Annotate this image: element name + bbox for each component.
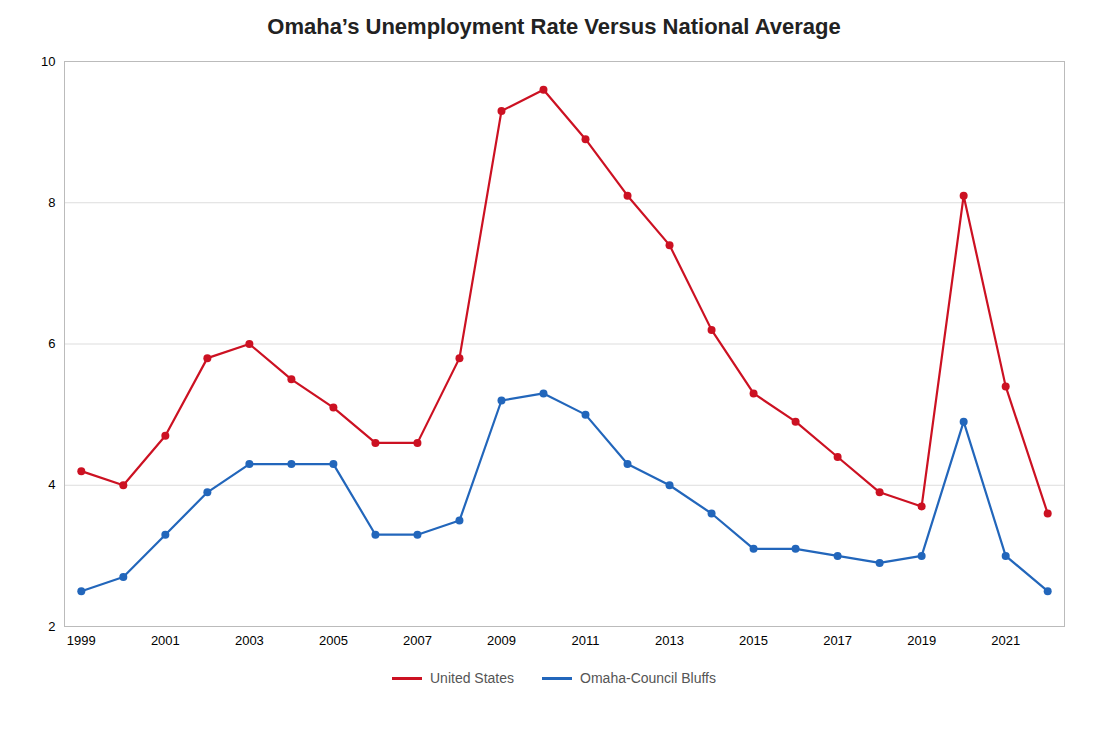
svg-text:2017: 2017 (823, 633, 852, 648)
svg-text:2003: 2003 (235, 633, 264, 648)
svg-text:4: 4 (48, 477, 55, 492)
html-text:United States: United States (430, 670, 515, 686)
svg-text:2007: 2007 (403, 633, 432, 648)
svg-text:2021: 2021 (991, 633, 1020, 648)
svg-text:2013: 2013 (655, 633, 684, 648)
svg-text:1999: 1999 (67, 633, 96, 648)
svg-text:2011: 2011 (572, 633, 600, 648)
html-text:Omaha’s Unemployment Rate Vers: Omaha’s Unemployment Rate Versus Nationa… (267, 14, 841, 39)
svg-text:2009: 2009 (487, 633, 516, 648)
svg-text:10: 10 (41, 54, 55, 69)
svg-text:2001: 2001 (151, 633, 180, 648)
svg-text:2: 2 (48, 619, 55, 634)
svg-text:2019: 2019 (907, 633, 936, 648)
svg-text:6: 6 (48, 336, 55, 351)
svg-text:8: 8 (48, 195, 55, 210)
svg-text:2005: 2005 (319, 633, 348, 648)
html-text:Omaha-Council Bluffs: Omaha-Council Bluffs (580, 670, 716, 686)
svg-text:2015: 2015 (739, 633, 768, 648)
